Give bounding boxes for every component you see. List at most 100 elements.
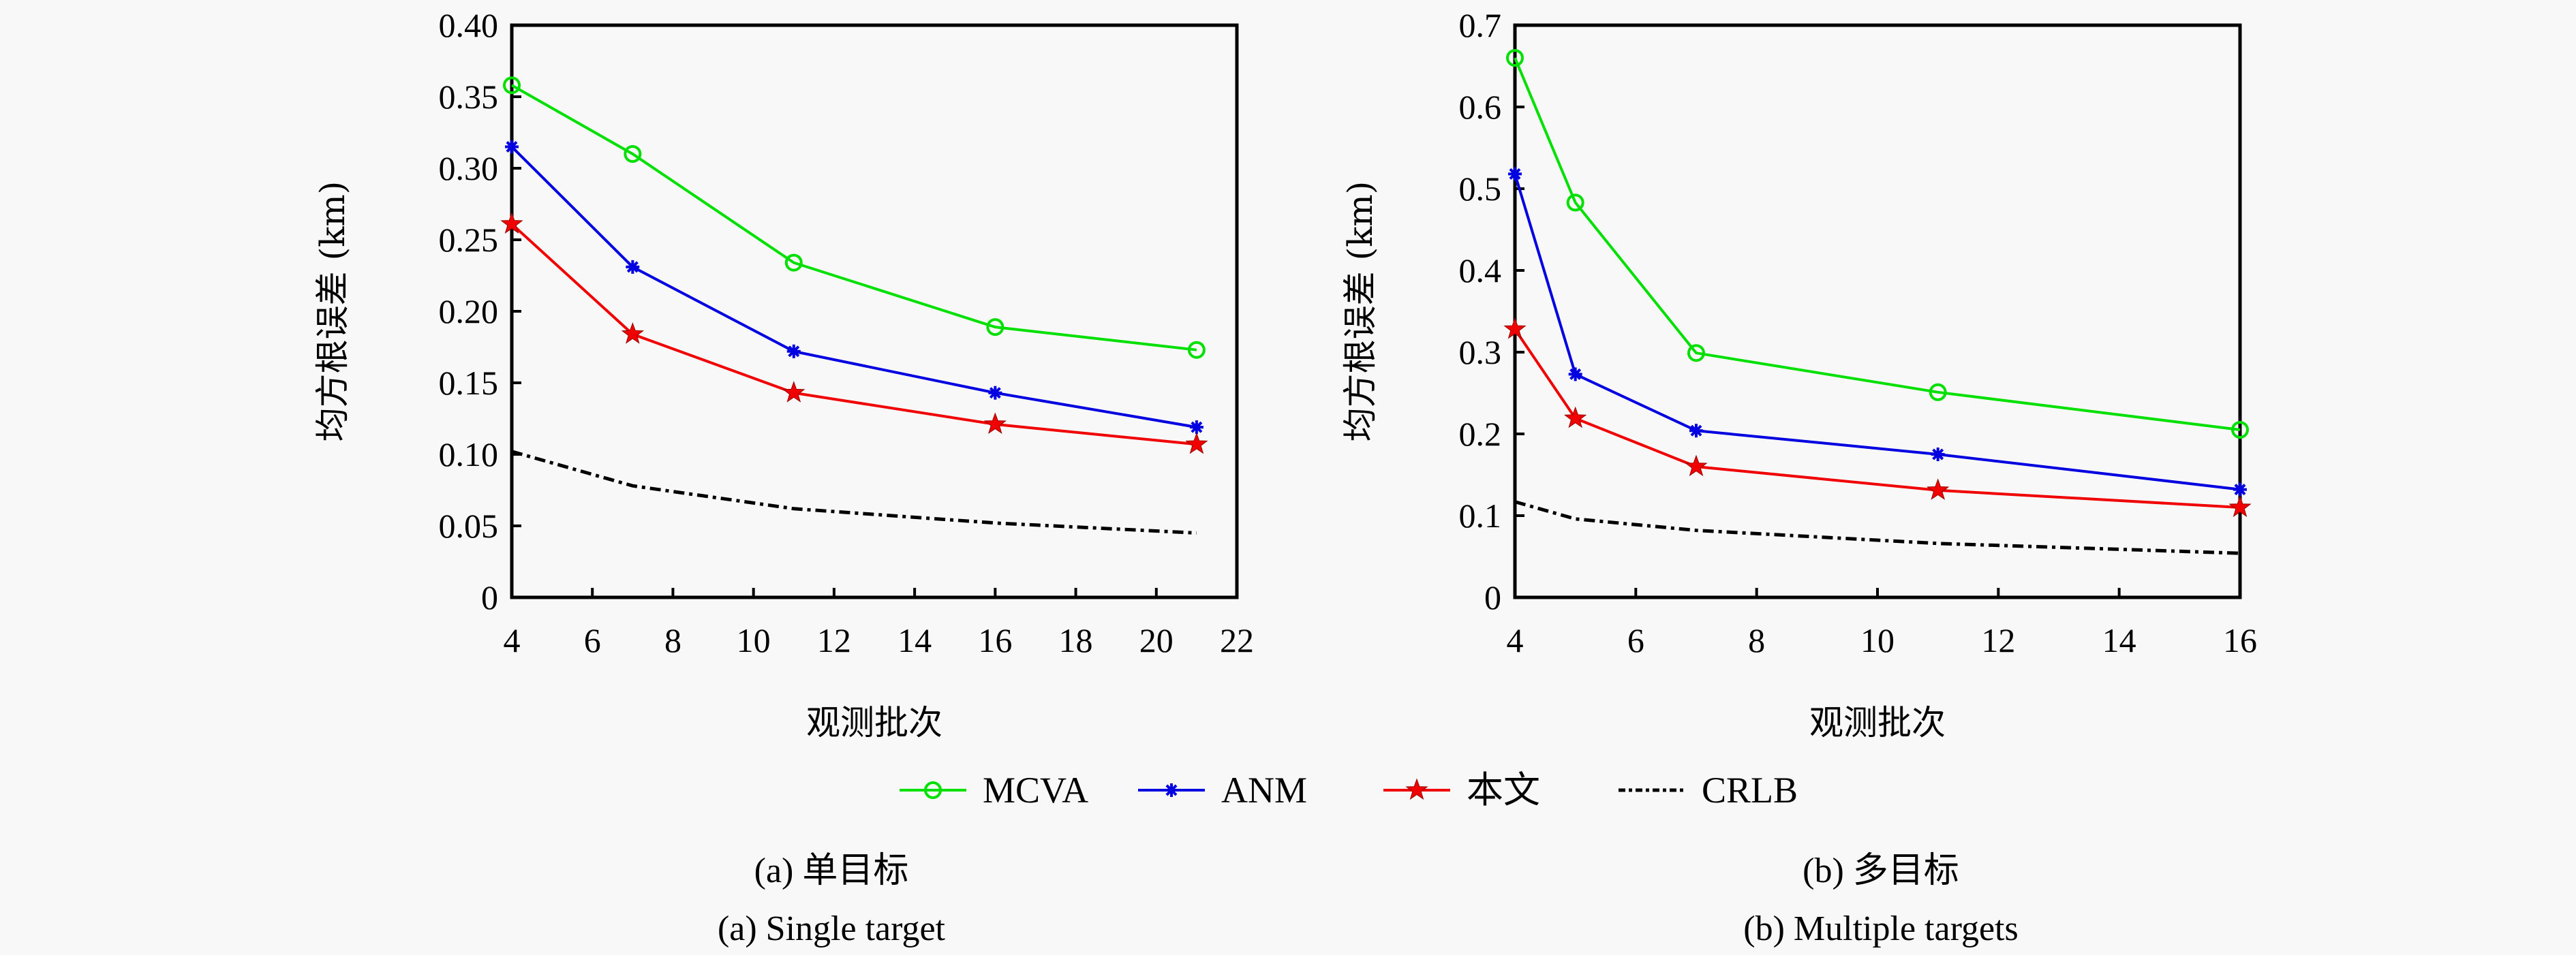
point-mcva xyxy=(624,145,642,163)
y-tick-label: 0.20 xyxy=(439,292,499,330)
caption-en-a: (a) Single target xyxy=(718,909,946,948)
point-anm xyxy=(626,260,640,274)
point-mcva xyxy=(503,76,521,95)
x-tick-label: 18 xyxy=(1059,621,1093,659)
x-axis-a: 4 6 8 10 12 14 16 18 20 22 xyxy=(504,588,1254,659)
legend-item-crlb: CRLB xyxy=(1619,770,1798,811)
point-proposed xyxy=(1563,406,1587,428)
point-mcva xyxy=(1929,383,1947,401)
y-tick-label: 0.6 xyxy=(1459,88,1502,126)
series-group-a xyxy=(500,76,1208,535)
plot-area-b xyxy=(1513,23,2242,599)
y-tick-label: 0.10 xyxy=(439,435,499,473)
series-proposed xyxy=(1503,317,2252,518)
chart-panel-a: 0 0.05 0.10 0.15 0.20 0.25 0.30 0.35 0.40 4 6 8 10 1… xyxy=(313,6,1254,948)
y-tick-label: 0 xyxy=(1484,578,1501,616)
point-proposed xyxy=(1503,317,1527,339)
series-crlb xyxy=(1514,500,2241,555)
x-tick-label: 6 xyxy=(1627,621,1644,659)
point-anm xyxy=(1189,420,1203,435)
point-anm xyxy=(988,386,1002,400)
legend-label-mcva: MCVA xyxy=(983,770,1088,811)
y-tick-label: 0.1 xyxy=(1459,497,1502,535)
point-mcva xyxy=(986,318,1005,336)
point-proposed xyxy=(1926,478,1950,500)
x-tick-label: 4 xyxy=(1507,621,1524,659)
point-anm xyxy=(1508,167,1522,181)
caption-cn-a: (a) 单目标 xyxy=(754,851,909,890)
legend-item-proposed: 本文 xyxy=(1383,770,1540,811)
y-tick-label: 0.2 xyxy=(1459,415,1502,453)
point-mcva xyxy=(1687,344,1705,362)
x-tick-label: 8 xyxy=(1748,621,1765,659)
point-proposed xyxy=(621,322,645,344)
legend-marker-mcva xyxy=(924,781,942,799)
x-axis-b: 4 6 8 10 12 14 16 xyxy=(1507,588,2257,659)
series-mcva xyxy=(1506,49,2249,439)
point-anm xyxy=(1568,367,1582,381)
caption-cn-b: (b) 多目标 xyxy=(1803,851,1959,890)
point-anm xyxy=(1931,448,1945,461)
series-mcva xyxy=(503,76,1206,359)
series-anm xyxy=(505,140,1203,435)
x-tick-label: 8 xyxy=(664,621,681,659)
point-proposed xyxy=(1685,454,1708,477)
y-tick-label: 0 xyxy=(481,578,498,616)
plot-area-a xyxy=(510,23,1239,599)
line-crlb xyxy=(511,450,1197,535)
y-tick-label: 0.35 xyxy=(439,78,499,116)
y-axis-title-b: 均方根误差 (km) xyxy=(1340,181,1380,442)
point-proposed xyxy=(500,212,523,234)
point-anm xyxy=(505,140,519,154)
y-tick-label: 0.30 xyxy=(439,149,499,187)
point-mcva xyxy=(1187,341,1206,359)
legend-marker-proposed xyxy=(1405,778,1428,800)
line-crlb xyxy=(1514,500,2241,555)
x-tick-label: 20 xyxy=(1139,621,1174,659)
x-axis-title-b: 观测批次 xyxy=(1809,703,1946,742)
point-proposed xyxy=(2228,495,2252,518)
legend-item-mcva: MCVA xyxy=(900,770,1088,811)
point-mcva xyxy=(1506,49,1524,67)
x-axis-title-a: 观测批次 xyxy=(806,703,942,742)
legend-label-anm: ANM xyxy=(1221,770,1307,811)
y-tick-label: 0.5 xyxy=(1459,170,1502,208)
caption-en-b: (b) Multiple targets xyxy=(1743,909,2018,948)
x-tick-label: 22 xyxy=(1220,621,1254,659)
chart-panel-b: 0 0.1 0.2 0.3 0.4 0.5 0.6 0.7 4 6 8 10 12 14 16 均方根误差… xyxy=(1340,6,2257,948)
point-mcva xyxy=(784,253,803,272)
x-tick-label: 16 xyxy=(2223,621,2257,659)
x-tick-label: 16 xyxy=(978,621,1012,659)
series-anm xyxy=(1508,167,2247,497)
series-proposed xyxy=(500,212,1208,454)
series-group-b xyxy=(1503,49,2252,555)
y-tick-label: 0.15 xyxy=(439,364,499,402)
x-tick-label: 12 xyxy=(817,621,851,659)
x-tick-label: 14 xyxy=(2102,621,2136,659)
point-proposed xyxy=(1185,432,1208,454)
y-axis-b: 0 0.1 0.2 0.3 0.4 0.5 0.6 0.7 xyxy=(1459,6,1524,616)
legend-label-proposed: 本文 xyxy=(1467,770,1540,811)
x-tick-label: 4 xyxy=(504,621,521,659)
point-proposed xyxy=(782,381,806,403)
legend: MCVA ANM 本文 CRLB xyxy=(900,770,1798,811)
line-mcva xyxy=(1514,57,2241,431)
y-tick-label: 0.05 xyxy=(439,507,499,545)
legend-marker-anm xyxy=(1165,783,1178,797)
line-mcva xyxy=(511,84,1197,351)
y-tick-label: 0.4 xyxy=(1459,251,1502,289)
y-tick-label: 0.3 xyxy=(1459,333,1502,371)
point-mcva xyxy=(2231,421,2249,439)
point-anm xyxy=(786,344,801,358)
legend-label-crlb: CRLB xyxy=(1702,770,1798,811)
x-tick-label: 12 xyxy=(1981,621,2015,659)
point-anm xyxy=(1689,424,1703,438)
y-tick-label: 0.25 xyxy=(439,221,499,259)
point-proposed xyxy=(983,412,1007,435)
y-axis-title-a: 均方根误差 (km) xyxy=(313,181,352,442)
point-anm xyxy=(2233,482,2247,497)
y-tick-label: 0.7 xyxy=(1459,6,1502,44)
x-tick-label: 10 xyxy=(737,621,771,659)
x-tick-label: 6 xyxy=(584,621,601,659)
